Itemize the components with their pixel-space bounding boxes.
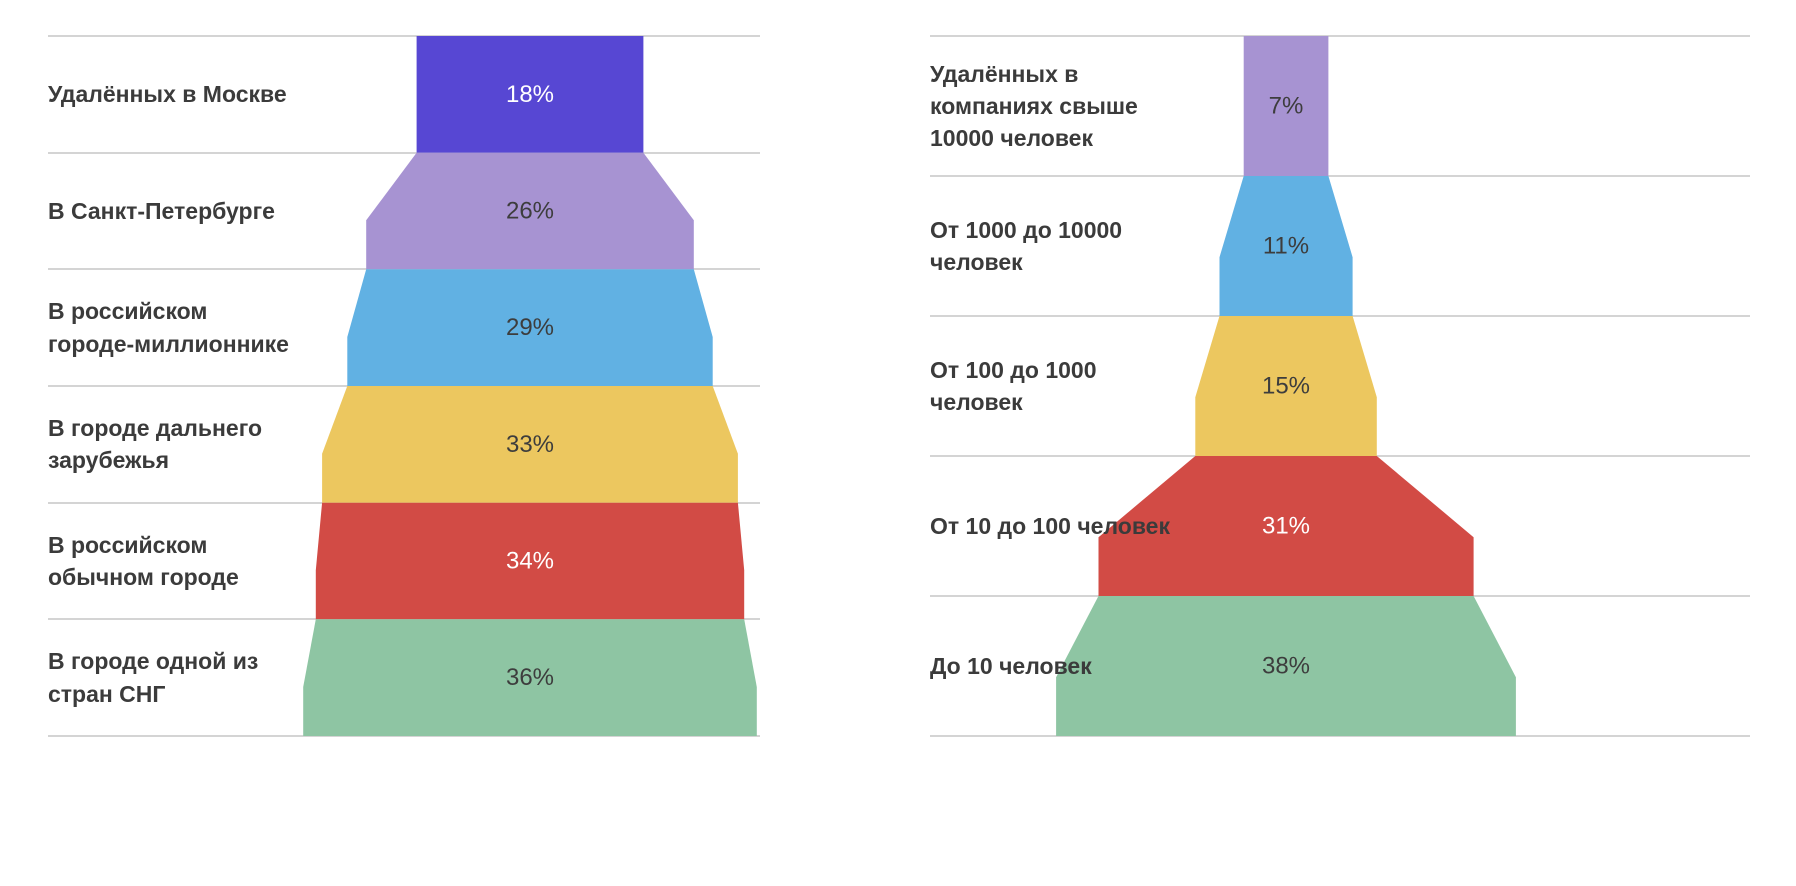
row-label: Удалённых в компаниях свыше 10000 челове… [930, 60, 1138, 152]
row-label: В Санкт-Петербурге [48, 197, 275, 224]
funnel-segment [315, 502, 745, 620]
segment-value: 18% [506, 81, 554, 108]
segment-value: 36% [506, 664, 554, 691]
funnel-segment [416, 36, 644, 153]
segment-value: 29% [506, 314, 554, 341]
row-label: В российском городе-миллионнике [48, 298, 289, 357]
segment-value: 31% [1262, 513, 1310, 540]
funnel-chart-by-city: 18% 26% 29% 33% 34% 36% Удалённых в Москве В Са… [48, 35, 760, 737]
funnel-svg: 7% 11% 15% 31% 38% [930, 35, 1750, 737]
row-label: В городе одной из стран СНГ [48, 648, 259, 707]
funnel-segment [1243, 36, 1329, 176]
segment-value: 34% [506, 548, 554, 575]
row-label: В российском обычном городе [48, 531, 239, 590]
funnel-chart-by-company-size: 7% 11% 15% 31% 38% Удалённых в компаниях свыш… [930, 35, 1750, 737]
funnel-svg: 18% 26% 29% 33% 34% 36% [48, 35, 760, 737]
row-label: До 10 человек [930, 652, 1092, 679]
funnel-segment [1056, 596, 1516, 736]
row-label: Удалённых в Москве [48, 81, 287, 108]
funnel-segment [303, 619, 757, 736]
segment-value: 26% [506, 198, 554, 225]
funnel-segment [1098, 456, 1474, 596]
funnel-segment [1219, 176, 1353, 316]
funnel-segment [347, 269, 713, 386]
segment-value: 33% [506, 431, 554, 458]
funnel-segment [322, 386, 738, 503]
row-label: От 1000 до 10000 человек [930, 216, 1123, 275]
funnel-segment [366, 152, 694, 270]
segment-value: 11% [1263, 233, 1309, 260]
funnel-segment [1195, 316, 1377, 456]
segment-value: 15% [1262, 373, 1310, 400]
row-label: От 100 до 1000 человек [930, 356, 1097, 415]
segment-value: 7% [1269, 93, 1304, 120]
row-label: От 10 до 100 человек [930, 512, 1170, 539]
segment-value: 38% [1262, 653, 1310, 680]
row-label: В городе дальнего зарубежья [48, 415, 263, 474]
